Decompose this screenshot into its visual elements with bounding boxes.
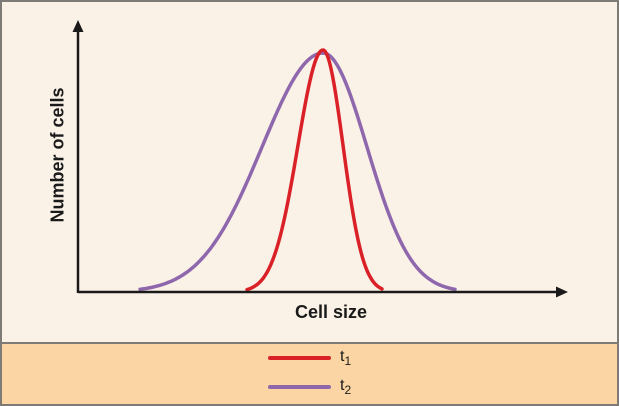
legend: t1 t2 — [2, 342, 617, 404]
legend-line-t2 — [268, 385, 331, 389]
legend-item-t1: t1 — [268, 348, 351, 368]
legend-label-t1: t1 — [340, 347, 352, 369]
curve-t1 — [245, 48, 384, 292]
x-axis-label: Cell size — [294, 302, 368, 322]
curves-layer — [138, 48, 457, 292]
y-axis-arrow-icon — [72, 20, 84, 32]
curve-t2 — [138, 51, 457, 292]
legend-label-t2: t2 — [340, 376, 352, 398]
x-axis-arrow-icon — [556, 286, 568, 298]
y-axis-label: Number of cells — [47, 87, 68, 223]
legend-item-t2: t2 — [268, 377, 351, 397]
chart-area: Number of cells Cell size — [2, 2, 617, 342]
legend-line-t1 — [268, 356, 331, 360]
distribution-plot — [72, 20, 568, 298]
